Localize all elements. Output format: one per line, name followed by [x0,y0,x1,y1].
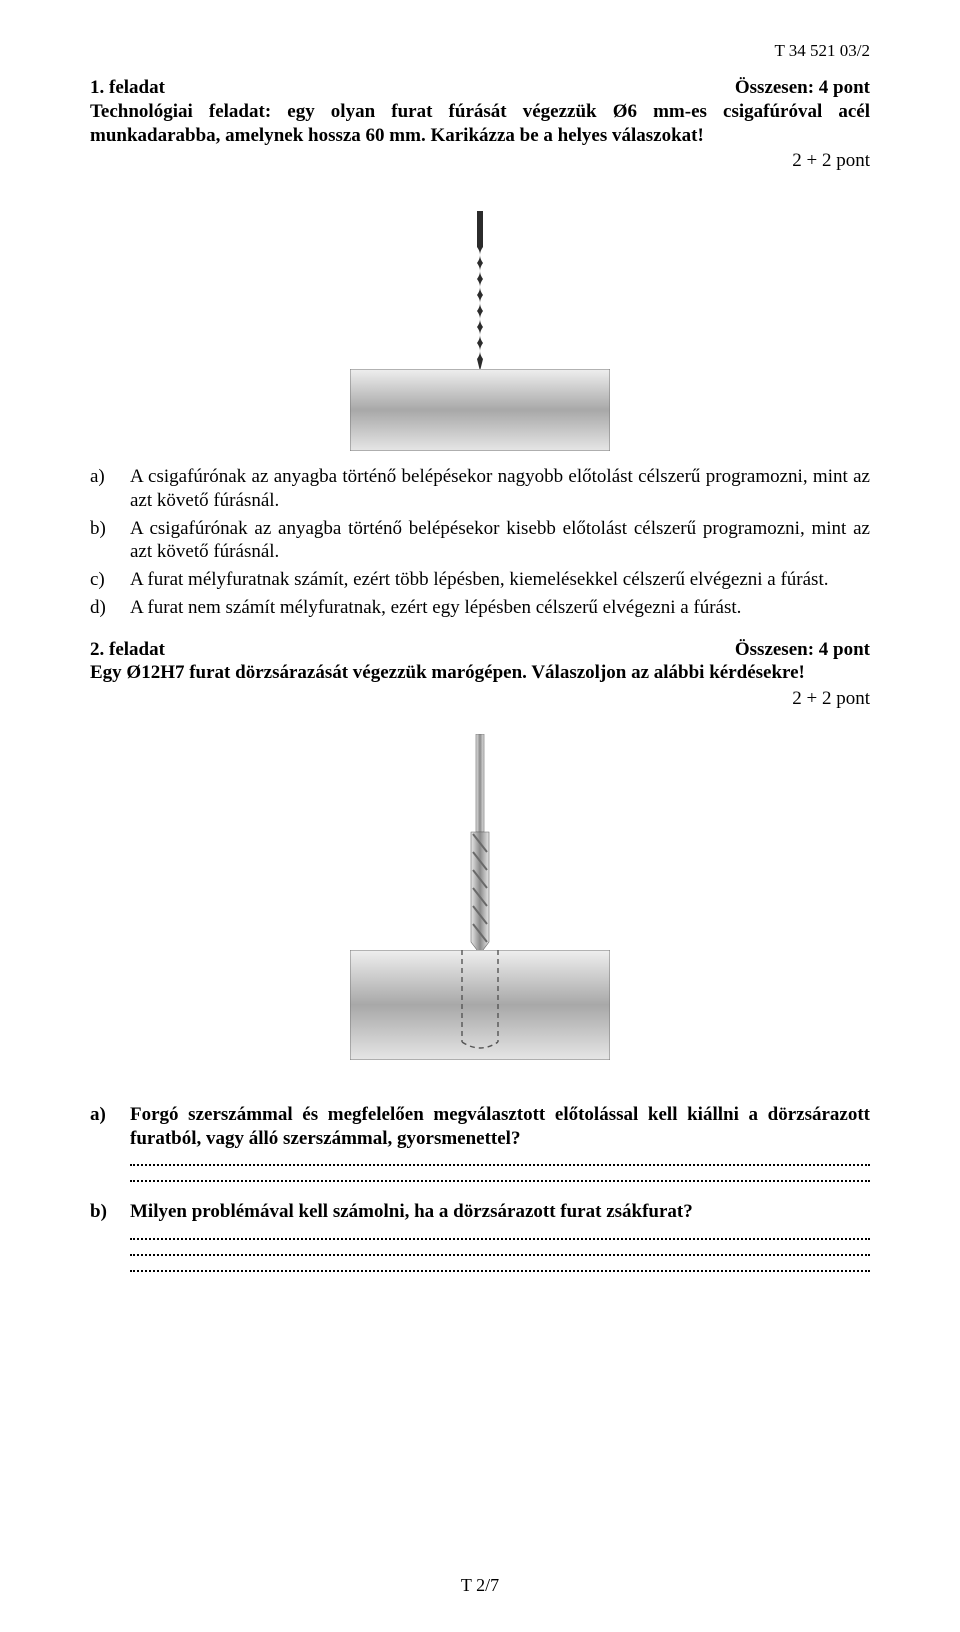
question-label: a) [90,1103,130,1127]
question-text: Milyen problémával kell számolni, ha a d… [130,1200,870,1224]
drill-icon [471,211,489,371]
option-text: A csigafúrónak az anyagba történő belépé… [130,517,870,565]
task1-number: 1. feladat [90,76,165,100]
workpiece-plate-icon [350,369,610,451]
task1-options: a) A csigafúrónak az anyagba történő bel… [90,465,870,620]
task2-header: 2. feladat Összesen: 4 pont [90,638,870,662]
task1-header: 1. feladat Összesen: 4 pont [90,76,870,100]
task1-points: Összesen: 4 pont [735,76,870,100]
task1-option-a: a) A csigafúrónak az anyagba történő bel… [90,465,870,513]
option-label: a) [90,465,130,513]
option-label: c) [90,568,130,592]
task1-intro: Technológiai feladat: egy olyan furat fú… [90,100,870,148]
task2-number: 2. feladat [90,638,165,662]
task2-question-a: a) Forgó szerszámmal és megfelelően megv… [90,1103,870,1183]
option-label: d) [90,596,130,620]
task2-question-b: b) Milyen problémával kell számolni, ha … [90,1200,870,1272]
question-text: Forgó szerszámmal és megfelelően megvála… [130,1103,870,1151]
question-label: b) [90,1200,130,1224]
answer-line [130,1254,870,1256]
workpiece-plate2-icon [350,950,610,1060]
answer-line [130,1270,870,1272]
option-text: A furat nem számít mélyfuratnak, ezért e… [130,596,870,620]
task2-subpoints: 2 + 2 pont [90,687,870,711]
reamer-icon [459,734,501,954]
answer-line [130,1180,870,1182]
page-number: T 2/7 [0,1574,960,1597]
answer-line [130,1238,870,1240]
option-text: A csigafúrónak az anyagba történő belépé… [130,465,870,513]
task1-option-c: c) A furat mélyfuratnak számít, ezért tö… [90,568,870,592]
task1-subpoints: 2 + 2 pont [90,149,870,173]
task1-figure [90,181,870,451]
task1-option-d: d) A furat nem számít mélyfuratnak, ezér… [90,596,870,620]
task2-intro: Egy Ø12H7 furat dörzsárazását végezzük m… [90,661,870,685]
doc-code: T 34 521 03/2 [774,40,870,61]
task2-figure [90,717,870,1077]
page: T 34 521 03/2 1. feladat Összesen: 4 pon… [0,0,960,1632]
option-text: A furat mélyfuratnak számít, ezért több … [130,568,870,592]
task1-option-b: b) A csigafúrónak az anyagba történő bel… [90,517,870,565]
task2-points: Összesen: 4 pont [735,638,870,662]
answer-line [130,1164,870,1166]
option-label: b) [90,517,130,565]
